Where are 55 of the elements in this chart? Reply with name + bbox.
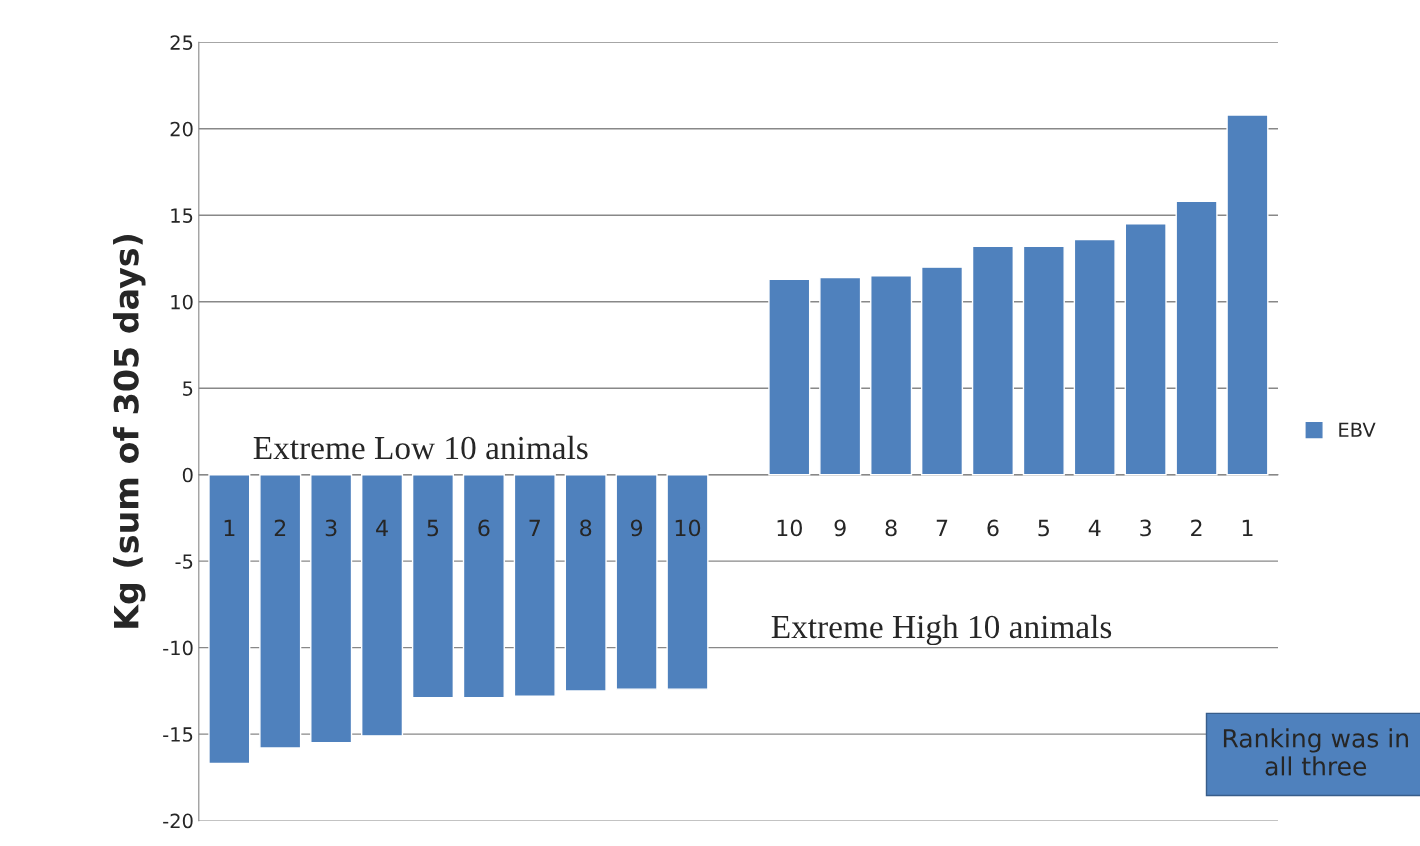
bar	[666, 474, 709, 690]
y-tick-label: -20	[163, 813, 193, 829]
x-tick-label: 10	[777, 519, 802, 537]
annotation: Extreme Low 10 animals	[253, 435, 588, 460]
bar	[971, 245, 1014, 476]
x-tick-label: 6	[987, 519, 999, 537]
bar	[564, 474, 607, 692]
x-tick-label: 5	[1038, 519, 1049, 537]
x-tick-label: 7	[936, 519, 948, 537]
bar	[1073, 238, 1116, 476]
bar	[1022, 245, 1065, 476]
x-tick-label: 1	[1242, 519, 1253, 537]
bar	[819, 276, 862, 476]
bar	[768, 278, 811, 476]
y-tick-label: -10	[163, 640, 193, 656]
y-tick-label: 10	[171, 294, 193, 310]
legend-label: EBV	[1339, 422, 1376, 437]
y-tick-label: 15	[171, 208, 193, 223]
annotation: Ranking was in all three	[1223, 728, 1408, 776]
x-tick-label: 2	[274, 519, 286, 537]
y-axis-title: Kg (sum of 305 days)	[112, 234, 146, 628]
bar	[259, 474, 302, 749]
x-tick-label: 3	[1140, 519, 1151, 537]
x-tick-label: 7	[529, 519, 540, 537]
x-tick-label: 3	[325, 519, 337, 537]
x-tick-label: 2	[1191, 519, 1202, 537]
bar	[361, 474, 404, 737]
bar	[310, 474, 353, 744]
bar	[1226, 114, 1269, 476]
x-tick-label: 10	[675, 519, 701, 537]
bar	[615, 474, 658, 690]
y-tick-label: 20	[170, 121, 193, 137]
bar	[920, 266, 964, 476]
x-tick-label: 8	[885, 519, 897, 537]
y-tick-label: 25	[170, 35, 193, 50]
x-tick-label: 6	[478, 519, 490, 537]
bar	[513, 474, 556, 697]
y-tick-label: 5	[183, 381, 193, 396]
annotation: Extreme High 10 animals	[771, 614, 1112, 646]
y-tick-label: -15	[163, 727, 193, 742]
x-tick-label: 4	[376, 519, 388, 537]
y-tick-label: -5	[175, 554, 193, 569]
x-tick-label: 8	[580, 519, 592, 537]
x-tick-label: 1	[224, 519, 235, 537]
bar	[411, 474, 455, 699]
x-tick-label: 4	[1088, 519, 1101, 537]
bar	[462, 474, 505, 699]
bar	[1175, 200, 1218, 476]
x-tick-label: 9	[834, 519, 846, 537]
y-tick-label: 0	[182, 467, 193, 483]
x-tick-label: 5	[427, 519, 439, 537]
bar	[870, 275, 913, 476]
bar	[208, 474, 251, 765]
x-tick-label: 9	[630, 519, 643, 537]
bar	[1124, 223, 1167, 476]
